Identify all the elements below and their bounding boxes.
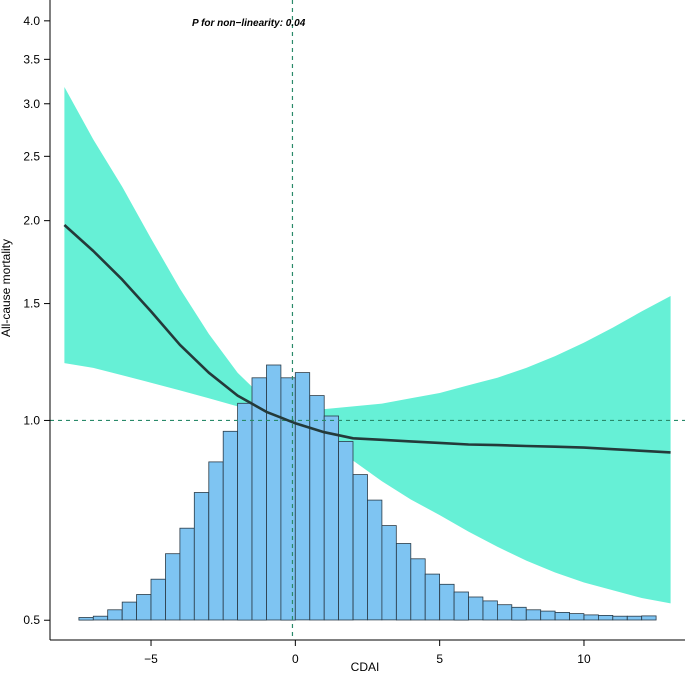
axes: 0.5 1.0 1.5 2.0 2.5 3.0 3.5 4.0 −5 0 5 10	[23, 0, 685, 666]
y-axis-title: All-cause mortality	[0, 239, 13, 337]
histogram-bar	[598, 615, 614, 621]
histogram-bar	[439, 583, 455, 621]
histogram-bar	[165, 553, 181, 621]
nonlinearity-annotation: P for non−linearity: 0.04	[192, 18, 306, 29]
histogram-bar	[496, 604, 513, 621]
y-tick-label: 0.5	[23, 613, 40, 627]
histogram-bar	[179, 527, 195, 621]
histogram-bar	[482, 600, 498, 621]
histogram-bar	[121, 601, 137, 621]
x-tick-label: 10	[577, 652, 591, 666]
y-tick-label: 1.0	[23, 413, 40, 427]
histogram-bar	[251, 377, 267, 621]
histogram-bar	[237, 402, 253, 621]
histogram-bar	[136, 594, 152, 621]
y-tick-label: 3.5	[23, 52, 40, 66]
histogram-bar	[266, 364, 282, 621]
x-tick-label: 0	[292, 652, 299, 666]
histogram-bar	[150, 578, 166, 621]
y-tick-label: 3.0	[23, 97, 40, 111]
histogram-bar	[626, 615, 643, 621]
curve-layer	[63, 224, 671, 454]
histogram-bar	[583, 614, 599, 621]
histogram-layer	[78, 364, 657, 621]
histogram-bar	[280, 377, 296, 621]
histogram-bar	[193, 492, 210, 621]
histogram-bar	[410, 558, 426, 621]
histogram-bar	[208, 461, 224, 621]
x-tick-label: −5	[144, 652, 158, 666]
histogram-bar	[395, 543, 412, 621]
histogram-bar	[294, 372, 311, 621]
y-tick-label: 4.0	[23, 14, 40, 28]
histogram-bar	[569, 613, 585, 621]
reference-lines	[50, 0, 685, 640]
histogram-bar	[222, 430, 238, 621]
histogram-bar	[540, 610, 556, 621]
histogram-bar	[612, 615, 628, 621]
y-tick-label: 2.5	[23, 149, 40, 163]
histogram-bar	[367, 499, 383, 621]
ci-band	[64, 87, 671, 604]
histogram-bar	[338, 441, 354, 621]
histogram-bar	[352, 474, 368, 621]
histogram-bar	[323, 415, 340, 621]
x-tick-label: 5	[436, 652, 443, 666]
histogram-bar	[78, 617, 94, 621]
x-axis-title: CDAI	[351, 660, 380, 674]
histogram-bar	[468, 596, 484, 621]
histogram-bar	[554, 612, 570, 621]
histogram-bar	[107, 609, 123, 621]
histogram-bar	[511, 606, 527, 621]
y-tick-label: 1.5	[23, 297, 40, 311]
histogram-bar	[453, 591, 469, 621]
histogram-bar	[525, 609, 542, 621]
ci-band-layer	[64, 87, 671, 604]
hazard-ratio-line	[63, 224, 671, 454]
histogram-bar	[381, 525, 397, 621]
y-tick-label: 2.0	[23, 214, 40, 228]
histogram-bar	[424, 573, 441, 621]
histogram-bar	[641, 615, 657, 621]
histogram-bar	[92, 615, 109, 621]
